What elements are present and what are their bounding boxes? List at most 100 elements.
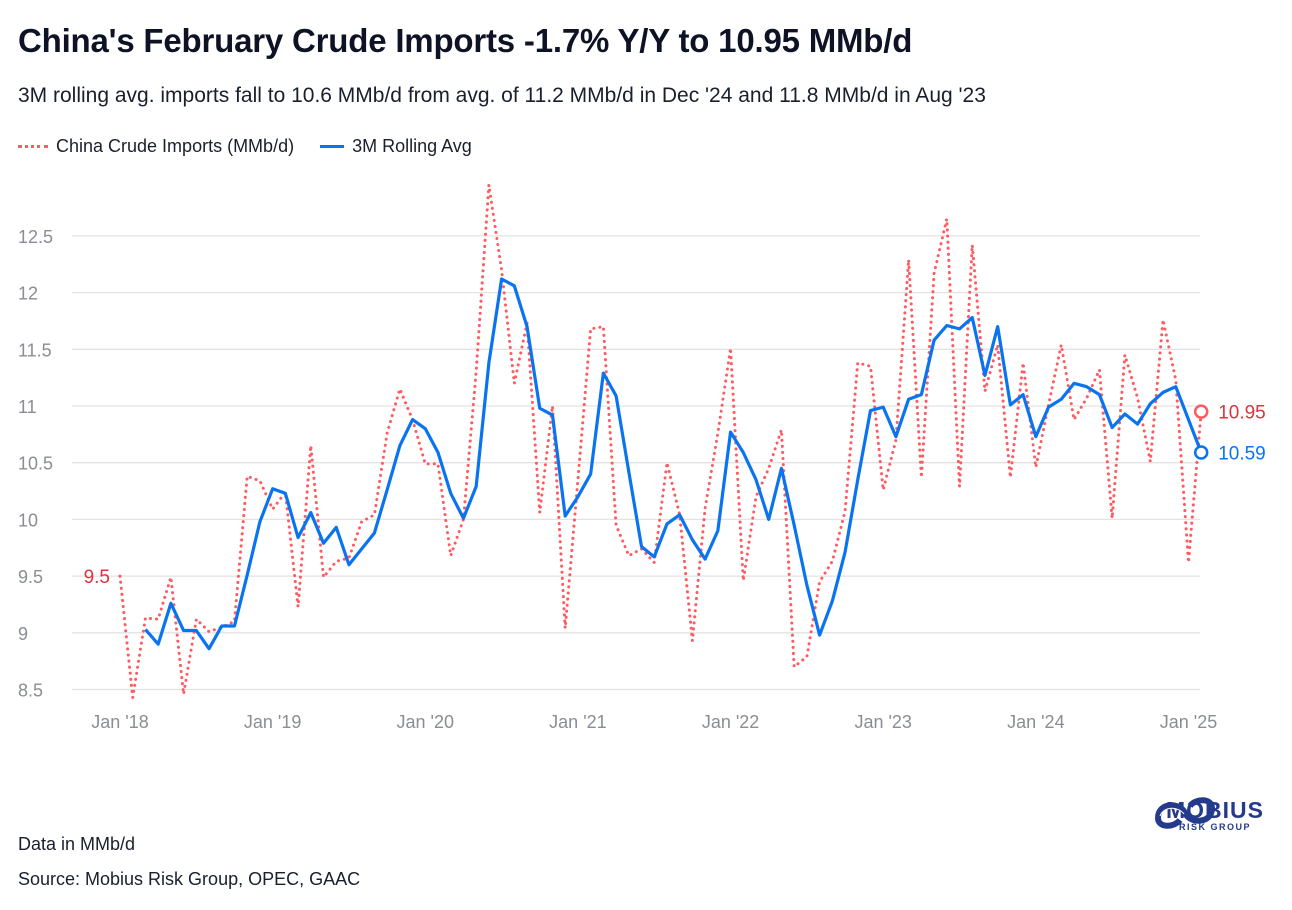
x-tick-label: Jan '21 bbox=[549, 712, 606, 732]
rolling-avg-point bbox=[627, 470, 631, 474]
y-tick-label: 10 bbox=[18, 510, 38, 530]
rolling-avg-point bbox=[360, 547, 364, 551]
rolling-avg-point bbox=[958, 327, 962, 331]
y-tick-label: 9.5 bbox=[18, 567, 43, 587]
imports-point bbox=[360, 520, 364, 524]
imports-point bbox=[729, 346, 733, 350]
imports-point bbox=[792, 665, 796, 669]
rolling-avg-point bbox=[767, 517, 771, 521]
rolling-avg-point bbox=[1059, 397, 1063, 401]
imports-point bbox=[118, 574, 122, 578]
imports-point bbox=[1136, 396, 1140, 400]
rolling-avg-point bbox=[818, 633, 822, 637]
imports-point bbox=[1148, 460, 1152, 464]
imports-point bbox=[741, 579, 745, 583]
imports-point bbox=[474, 370, 478, 374]
imports-point bbox=[779, 428, 783, 432]
rolling-avg-point bbox=[945, 323, 949, 327]
mobius-logo: MOBIUS RISK GROUP bbox=[1150, 796, 1280, 832]
imports-point bbox=[983, 389, 987, 393]
imports-point bbox=[690, 639, 694, 643]
rolling-avg-point bbox=[919, 393, 923, 397]
rolling-avg-point bbox=[678, 513, 682, 517]
rolling-avg-point bbox=[843, 550, 847, 554]
rolling-avg-last-label: 10.59 bbox=[1218, 443, 1266, 464]
rolling-avg-point bbox=[1186, 418, 1190, 422]
rolling-avg-point bbox=[461, 516, 465, 520]
imports-point bbox=[271, 507, 275, 511]
x-tick-label: Jan '22 bbox=[702, 712, 759, 732]
imports-point bbox=[856, 361, 860, 365]
rolling-avg-point bbox=[1008, 403, 1012, 407]
rolling-avg-point bbox=[423, 427, 427, 431]
rolling-avg-line bbox=[144, 277, 1203, 651]
rolling-avg-point bbox=[143, 627, 147, 631]
chart-subtitle: 3M rolling avg. imports fall to 10.6 MMb… bbox=[18, 84, 986, 107]
imports-point bbox=[894, 438, 898, 442]
imports-point bbox=[500, 268, 504, 272]
y-tick-label: 12 bbox=[18, 284, 38, 304]
rolling-avg-point bbox=[1110, 426, 1114, 430]
y-tick-label: 8.5 bbox=[18, 681, 43, 701]
rolling-avg-point bbox=[907, 397, 911, 401]
data-unit-note: Data in MMb/d bbox=[18, 834, 136, 854]
imports-point bbox=[423, 462, 427, 466]
rolling-avg-point bbox=[411, 418, 415, 422]
imports-point bbox=[754, 495, 758, 499]
imports-point bbox=[309, 444, 313, 448]
imports-point bbox=[1021, 361, 1025, 365]
rolling-avg-point bbox=[868, 409, 872, 413]
chart-title: China's February Crude Imports -1.7% Y/Y… bbox=[18, 22, 913, 59]
imports-point bbox=[932, 271, 936, 275]
imports-point bbox=[436, 462, 440, 466]
imports-point bbox=[703, 506, 707, 510]
imports-point bbox=[907, 258, 911, 262]
rolling-avg-point bbox=[372, 531, 376, 535]
imports-point bbox=[1034, 465, 1038, 469]
imports-point bbox=[372, 513, 376, 517]
rolling-avg-point bbox=[589, 472, 593, 476]
legend-swatch-rolling-avg bbox=[320, 145, 345, 148]
rolling-avg-point bbox=[1148, 402, 1152, 406]
rolling-avg-point bbox=[156, 642, 160, 646]
rolling-avg-point bbox=[169, 601, 173, 605]
rolling-avg-point bbox=[1034, 435, 1038, 439]
rolling-avg-point bbox=[347, 563, 351, 567]
rolling-avg-point bbox=[194, 629, 198, 633]
imports-point bbox=[958, 485, 962, 489]
rolling-avg-point bbox=[334, 525, 338, 529]
imports-point bbox=[805, 655, 809, 659]
rolling-avg-point bbox=[754, 478, 758, 482]
rolling-avg-point bbox=[1085, 385, 1089, 389]
imports-point bbox=[194, 617, 198, 621]
rolling-avg-point bbox=[894, 435, 898, 439]
imports-point bbox=[1072, 418, 1076, 422]
rolling-avg-point bbox=[296, 536, 300, 540]
imports-point bbox=[207, 630, 211, 634]
legend-swatch-imports bbox=[18, 145, 48, 148]
imports-point bbox=[945, 217, 949, 221]
imports-point bbox=[1161, 318, 1165, 322]
imports-point bbox=[512, 381, 516, 385]
imports-point bbox=[182, 692, 186, 696]
logo-sub: RISK GROUP bbox=[1178, 822, 1251, 832]
rolling-avg-point bbox=[652, 555, 656, 559]
imports-first-label: 9.5 bbox=[84, 567, 110, 588]
imports-point bbox=[576, 478, 580, 482]
rolling-avg-point bbox=[741, 450, 745, 454]
rolling-avg-point bbox=[474, 485, 478, 489]
imports-point bbox=[169, 575, 173, 579]
imports-point bbox=[1174, 378, 1178, 382]
imports-point bbox=[1008, 475, 1012, 479]
imports-point bbox=[652, 560, 656, 564]
imports-point bbox=[868, 364, 872, 368]
rolling-avg-point bbox=[996, 325, 1000, 329]
imports-point bbox=[919, 475, 923, 479]
x-tick-label: Jan '24 bbox=[1007, 712, 1064, 732]
imports-point bbox=[538, 511, 542, 515]
rolling-avg-point bbox=[716, 529, 720, 533]
imports-point bbox=[627, 554, 631, 558]
imports-last-marker bbox=[1193, 404, 1209, 419]
rolling-avg-point bbox=[830, 599, 834, 603]
imports-line bbox=[118, 183, 1203, 699]
